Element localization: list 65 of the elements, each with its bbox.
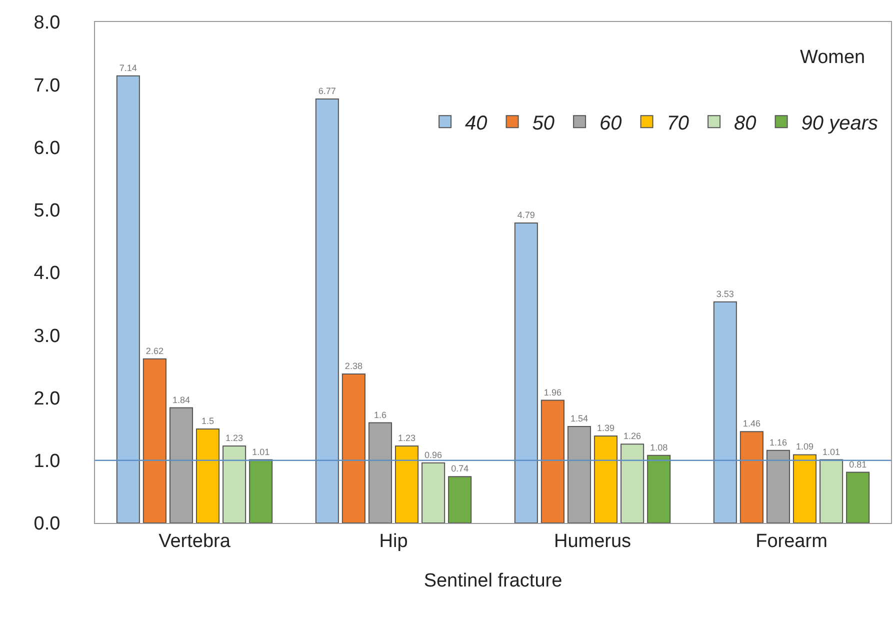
data-label: 4.79 xyxy=(517,210,535,220)
data-label: 1.96 xyxy=(544,387,562,398)
data-label: 6.77 xyxy=(318,86,336,96)
data-label: 1.84 xyxy=(172,394,190,405)
data-label: 1.01 xyxy=(252,446,270,457)
data-label: 1.54 xyxy=(570,414,588,424)
bar xyxy=(647,454,671,523)
y-tick-label: 5.0 xyxy=(34,200,60,222)
bar xyxy=(196,428,220,523)
bar xyxy=(448,476,472,523)
legend-label: 90 years xyxy=(801,112,878,134)
bar xyxy=(713,301,737,523)
y-tick-label: 0.0 xyxy=(34,514,60,535)
x-tick-label: Vertebra xyxy=(158,530,231,552)
y-tick-label: 7.0 xyxy=(34,75,60,96)
y-tick-label: 8.0 xyxy=(34,12,60,34)
bar xyxy=(594,435,618,523)
legend-label: 60 xyxy=(600,112,622,134)
legend-label: 50 xyxy=(532,112,555,134)
data-label: 1.6 xyxy=(374,410,386,420)
data-label: 1.39 xyxy=(597,422,615,433)
data-label: 1.01 xyxy=(822,446,840,457)
y-tick-label: 6.0 xyxy=(34,138,60,159)
bar xyxy=(315,98,339,523)
bar xyxy=(846,472,870,523)
data-label: 1.5 xyxy=(202,416,214,426)
data-label: 2.38 xyxy=(344,360,362,371)
x-tick-label: Humerus xyxy=(554,530,632,552)
data-label: 0.81 xyxy=(849,459,867,470)
legend-label: 40 xyxy=(465,112,488,134)
annotation: Women xyxy=(800,47,866,68)
legend-label: 70 xyxy=(666,112,690,134)
data-label: 1.23 xyxy=(226,432,244,443)
bar xyxy=(222,445,246,523)
bar xyxy=(116,75,140,523)
data-label: 1.16 xyxy=(769,437,787,448)
data-label: 0.74 xyxy=(451,464,469,474)
data-label: 2.62 xyxy=(146,346,164,356)
y-tick-label: 1.0 xyxy=(34,451,60,472)
bar xyxy=(820,459,844,523)
y-tick-label: 2.0 xyxy=(34,388,60,410)
bar xyxy=(792,454,817,523)
data-label: 1.26 xyxy=(624,431,642,442)
x-axis-title: Sentinel fracture xyxy=(424,570,562,592)
bar xyxy=(142,358,166,523)
y-tick-label: 4.0 xyxy=(34,263,60,284)
data-label: 7.14 xyxy=(119,62,137,73)
data-label: 1.23 xyxy=(398,432,416,443)
bar xyxy=(342,373,366,523)
x-tick-label: Hip xyxy=(379,530,408,552)
bar xyxy=(422,462,446,523)
x-tick-label: Forearm xyxy=(756,530,828,552)
data-label: 0.96 xyxy=(424,450,442,460)
y-tick-label: 3.0 xyxy=(34,326,60,347)
bar xyxy=(249,459,273,523)
data-label: 1.09 xyxy=(796,442,814,452)
data-label: 3.53 xyxy=(716,288,734,299)
bar xyxy=(620,444,644,523)
bar xyxy=(394,445,419,523)
data-label: 1.46 xyxy=(742,418,760,429)
bar xyxy=(540,400,564,523)
bar xyxy=(740,431,764,523)
data-label: 1.08 xyxy=(650,442,668,452)
bar xyxy=(514,222,538,523)
legend-label: 80 xyxy=(734,112,756,134)
